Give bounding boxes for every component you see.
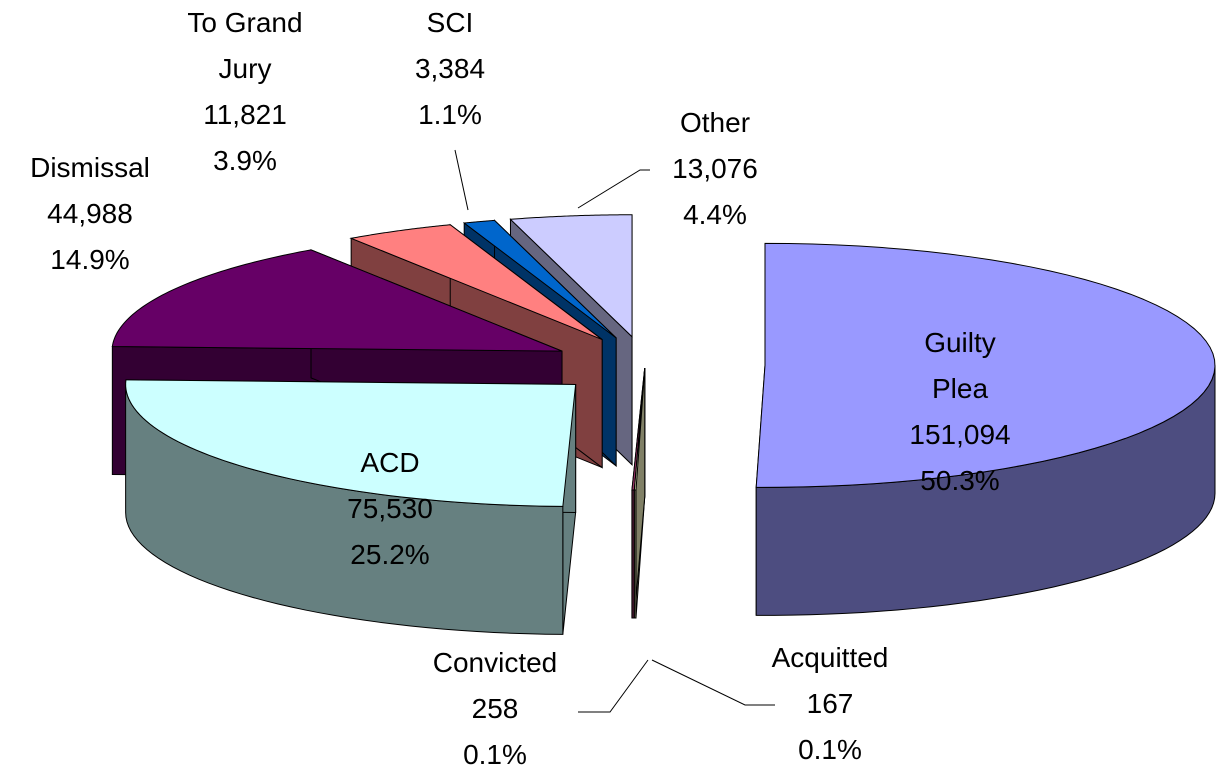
category-label: To Grand xyxy=(187,7,302,38)
slice xyxy=(755,242,1216,616)
percentage-label: 25.2% xyxy=(350,539,429,570)
leader-lines xyxy=(454,149,775,713)
value-label: 167 xyxy=(807,688,854,719)
percentage-label: 4.4% xyxy=(683,199,747,230)
leader-line xyxy=(651,659,775,706)
category-label: Other xyxy=(680,107,750,138)
slice-top xyxy=(509,214,633,338)
category-label: SCI xyxy=(427,7,474,38)
data-label: Guilty Plea 151,094 50.3% xyxy=(909,327,1010,496)
value-label: 3,384 xyxy=(415,53,485,84)
leader-line xyxy=(577,169,650,209)
slice-side xyxy=(633,489,637,619)
leader-line xyxy=(454,149,469,211)
percentage-label: 0.1% xyxy=(798,734,862,765)
slice-top xyxy=(755,242,1216,488)
category-label: Jury xyxy=(219,53,272,84)
category-label: ACD xyxy=(360,447,419,478)
data-label: ACD 75,530 25.2% xyxy=(347,447,433,570)
category-label: Dismissal xyxy=(30,152,150,183)
value-label: 75,530 xyxy=(347,493,433,524)
slice-top xyxy=(349,224,603,341)
labels: Guilty Plea 151,094 50.3%Acquitted 167 0.1%Co… xyxy=(30,7,1011,770)
data-label: Other 13,076 4.4% xyxy=(672,107,758,230)
data-label: To Grand Jury 11,821 3.9% xyxy=(187,7,302,176)
slice-top xyxy=(125,379,577,507)
percentage-label: 0.1% xyxy=(463,739,527,770)
value-label: 151,094 xyxy=(909,419,1010,450)
data-label: Convicted 258 0.1% xyxy=(433,647,558,770)
slice-top xyxy=(462,219,617,339)
data-label: Acquitted 167 0.1% xyxy=(772,642,889,765)
percentage-label: 50.3% xyxy=(920,465,999,496)
value-label: 258 xyxy=(472,693,519,724)
slice-top xyxy=(633,367,646,491)
category-label: Guilty xyxy=(924,327,996,358)
data-label: SCI 3,384 1.1% xyxy=(415,7,485,130)
category-label: Plea xyxy=(932,373,988,404)
slices xyxy=(111,214,1216,635)
percentage-label: 3.9% xyxy=(213,145,277,176)
slice-top xyxy=(111,249,563,352)
percentage-label: 14.9% xyxy=(50,244,129,275)
value-label: 11,821 xyxy=(203,99,287,130)
value-label: 13,076 xyxy=(672,153,758,184)
slice xyxy=(125,379,577,635)
percentage-label: 1.1% xyxy=(418,99,482,130)
category-label: Acquitted xyxy=(772,642,889,673)
slice xyxy=(633,367,646,619)
leader-line xyxy=(578,659,649,713)
value-label: 44,988 xyxy=(47,198,133,229)
category-label: Convicted xyxy=(433,647,558,678)
data-label: Dismissal 44,988 14.9% xyxy=(30,152,150,275)
